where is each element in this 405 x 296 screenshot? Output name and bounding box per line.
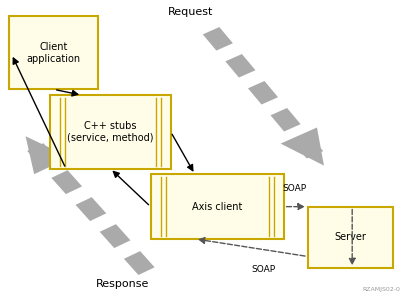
Text: C++ stubs
(service, method): C++ stubs (service, method) <box>67 121 153 143</box>
FancyBboxPatch shape <box>307 207 392 268</box>
Text: RZAMJS02-0: RZAMJS02-0 <box>362 287 400 292</box>
Text: SOAP: SOAP <box>251 265 275 274</box>
Polygon shape <box>100 224 130 248</box>
Text: Response: Response <box>96 279 149 289</box>
Polygon shape <box>202 27 232 51</box>
Polygon shape <box>124 251 154 275</box>
Polygon shape <box>75 197 106 221</box>
Text: Request: Request <box>168 7 213 17</box>
Polygon shape <box>292 135 322 158</box>
Polygon shape <box>51 170 82 194</box>
FancyBboxPatch shape <box>50 95 171 168</box>
Text: SOAP: SOAP <box>281 184 305 194</box>
Polygon shape <box>247 81 277 104</box>
Polygon shape <box>270 108 300 131</box>
Text: Client
application: Client application <box>27 42 81 64</box>
Polygon shape <box>225 54 255 78</box>
Polygon shape <box>26 136 70 174</box>
Text: Axis client: Axis client <box>192 202 242 212</box>
FancyBboxPatch shape <box>150 174 283 239</box>
FancyBboxPatch shape <box>9 16 98 89</box>
Polygon shape <box>27 143 58 167</box>
Polygon shape <box>280 128 323 165</box>
Text: Server: Server <box>333 232 365 242</box>
